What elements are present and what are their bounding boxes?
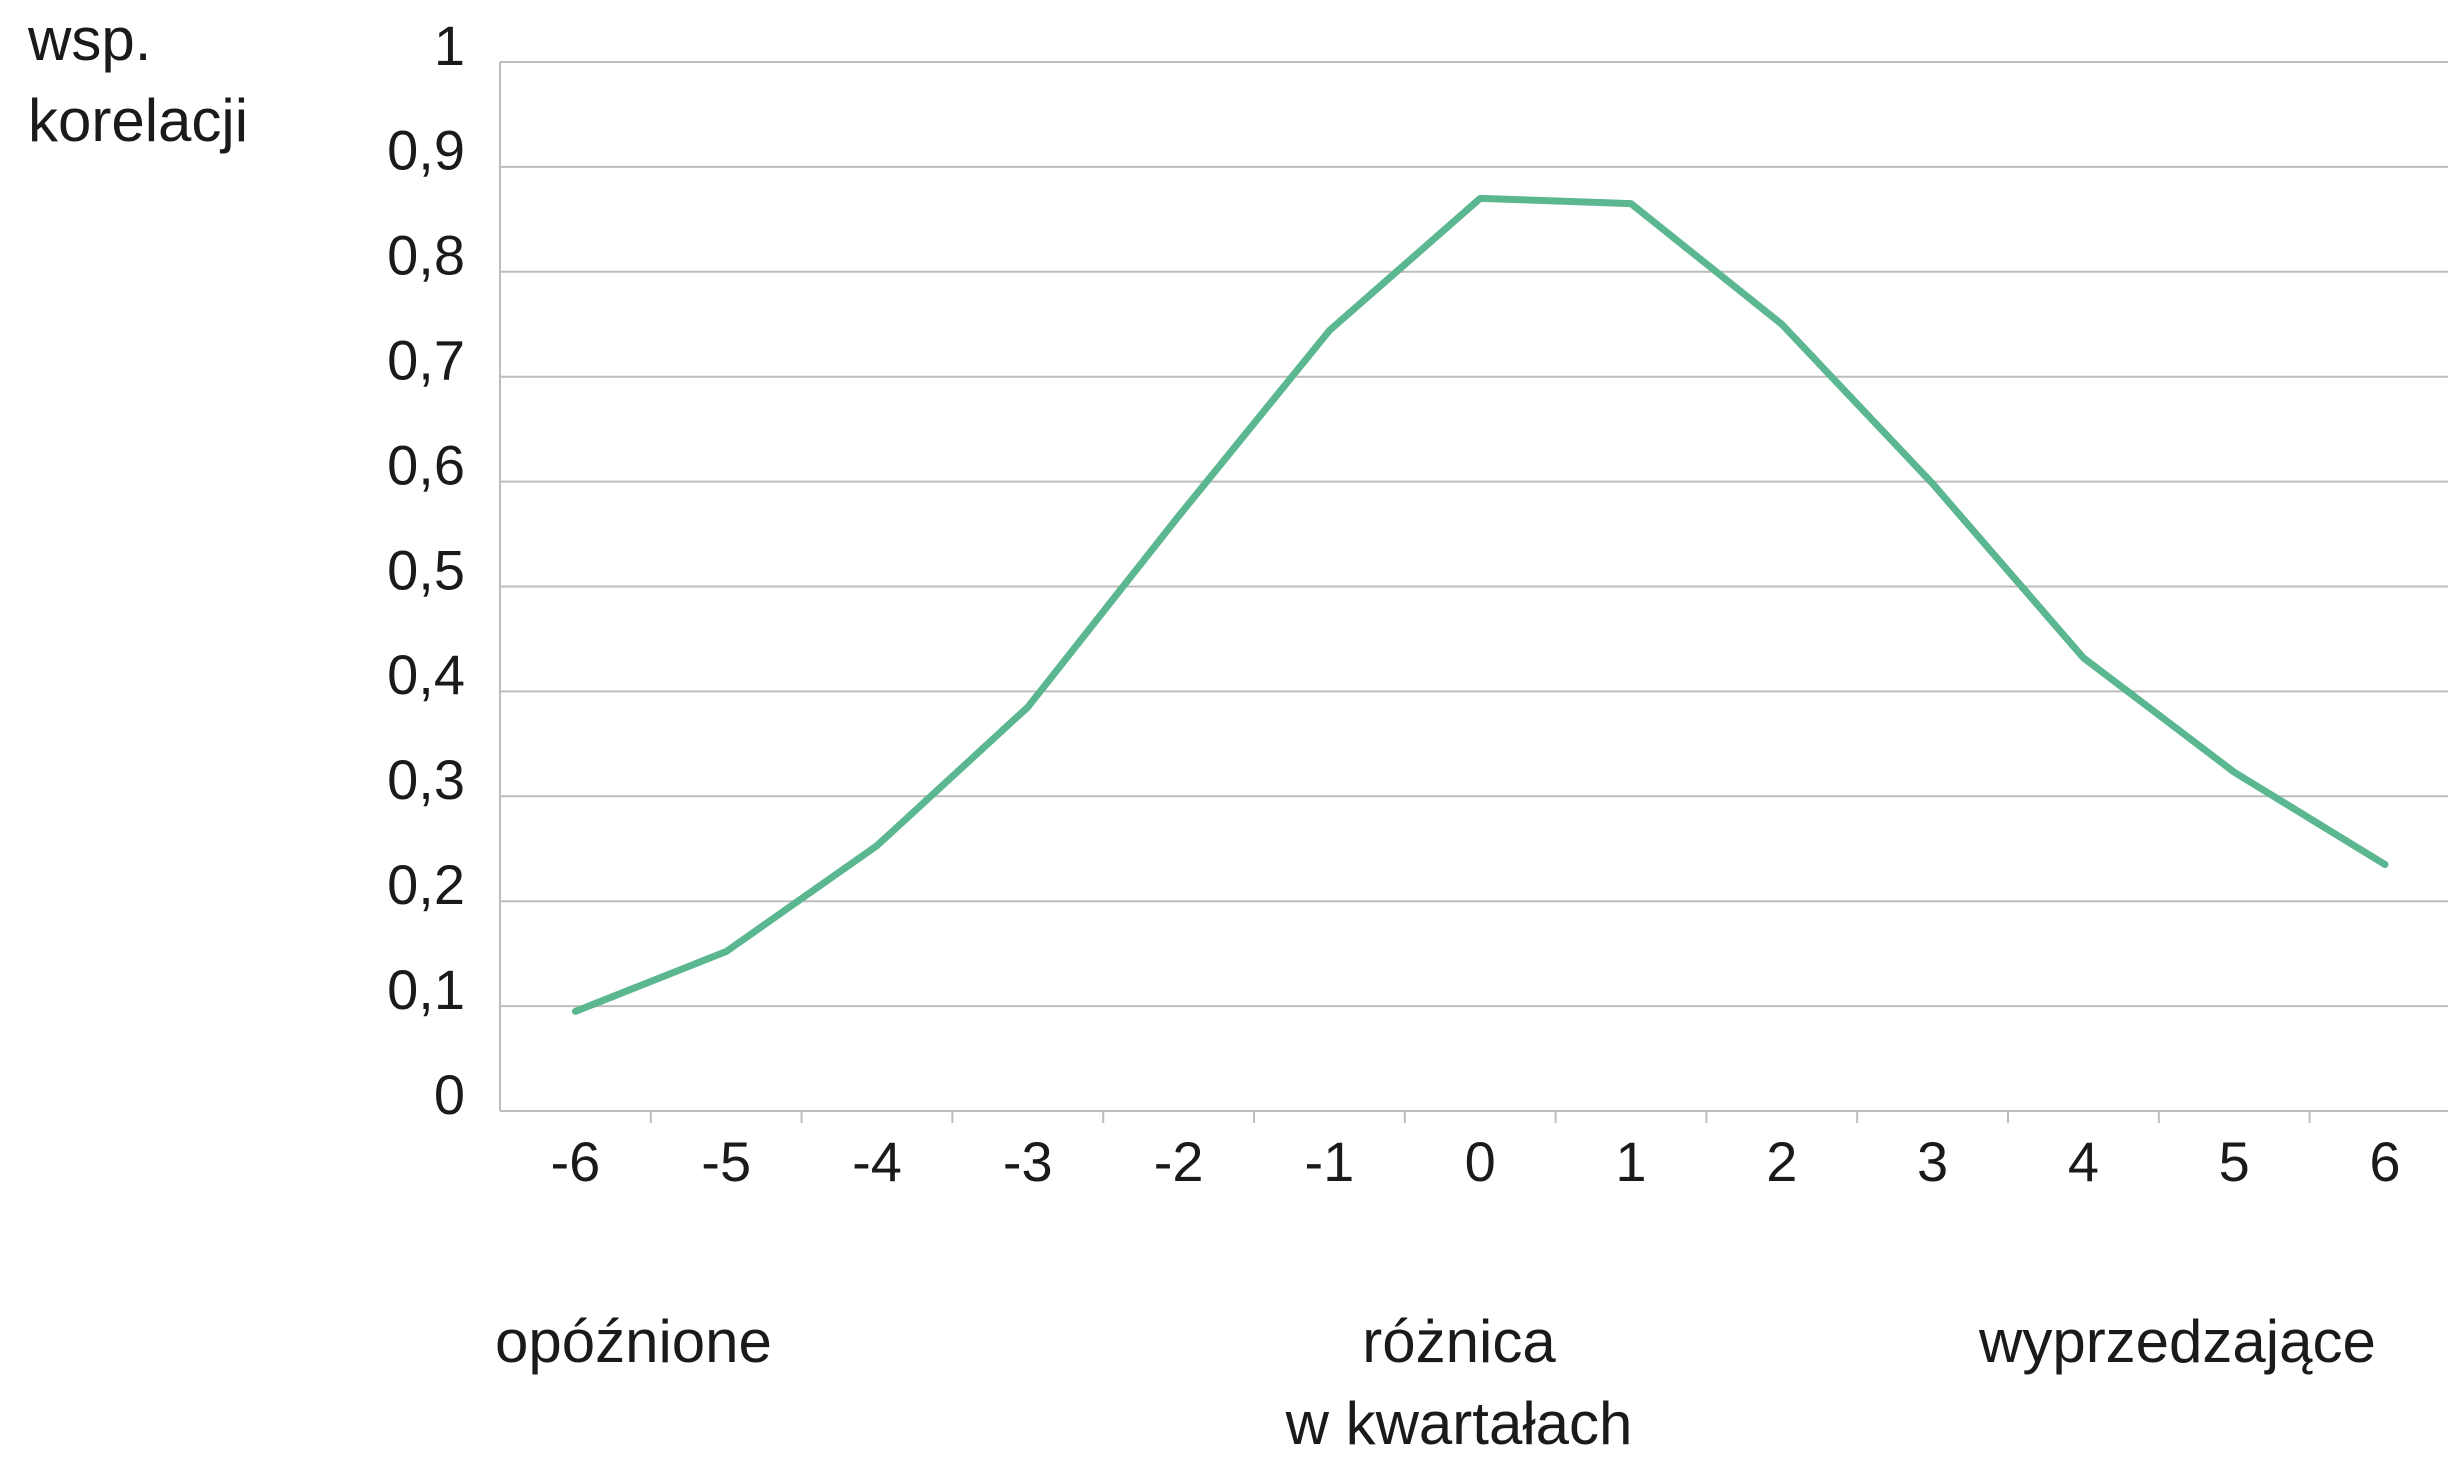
- y-tick-label: 0,2: [387, 853, 465, 916]
- x-tick-label: 2: [1766, 1130, 1797, 1193]
- x-tick-label: -1: [1305, 1130, 1355, 1193]
- y-tick-label: 0,5: [387, 538, 465, 601]
- annotation: wyprzedzające: [1978, 1308, 2376, 1375]
- x-tick-label: -5: [701, 1130, 751, 1193]
- y-tick-label: 0,9: [387, 119, 465, 182]
- x-tick-label: 5: [2219, 1130, 2250, 1193]
- y-tick-label: 1: [434, 14, 465, 77]
- data-line: [571, 194, 2389, 1015]
- y-tick-label: 0,3: [387, 748, 465, 811]
- y-tick-label: 0: [434, 1063, 465, 1126]
- x-tick-label: -3: [1003, 1130, 1053, 1193]
- x-tick-label: 1: [1615, 1130, 1646, 1193]
- x-tick-label: -6: [551, 1130, 601, 1193]
- x-axis-label: różnica: [1362, 1308, 1556, 1375]
- y-tick-label: 0,4: [387, 643, 465, 706]
- y-axis-label: wsp.: [27, 6, 151, 73]
- x-tick-label: -4: [852, 1130, 902, 1193]
- x-tick-label: 0: [1465, 1130, 1496, 1193]
- x-tick-label: 6: [2369, 1130, 2400, 1193]
- y-tick-label: 0,1: [387, 958, 465, 1021]
- y-tick-label: 0,7: [387, 328, 465, 391]
- y-tick-label: 0,6: [387, 433, 465, 496]
- y-axis-label: korelacji: [28, 87, 248, 154]
- annotation: opóźnione: [495, 1308, 772, 1375]
- y-tick-label: 0,8: [387, 224, 465, 287]
- x-tick-label: 4: [2068, 1130, 2099, 1193]
- x-tick-label: -2: [1154, 1130, 1204, 1193]
- x-tick-label: 3: [1917, 1130, 1948, 1193]
- x-axis-label: w kwartałach: [1285, 1390, 1633, 1457]
